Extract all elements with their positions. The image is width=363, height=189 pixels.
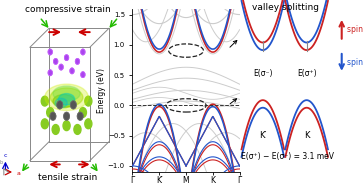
Text: valley splitting: valley splitting [252, 3, 319, 12]
Ellipse shape [50, 88, 83, 107]
Text: c: c [3, 153, 7, 158]
Circle shape [52, 125, 59, 134]
Ellipse shape [53, 86, 80, 101]
Text: E(σ⁺): E(σ⁺) [297, 69, 317, 78]
Text: K: K [304, 131, 309, 140]
Circle shape [77, 112, 83, 120]
Circle shape [48, 70, 52, 75]
Text: spin up: spin up [347, 25, 363, 34]
Circle shape [85, 119, 92, 129]
Circle shape [48, 49, 52, 55]
Circle shape [63, 121, 70, 131]
Ellipse shape [45, 84, 88, 111]
Circle shape [74, 125, 81, 134]
Circle shape [59, 64, 63, 70]
Ellipse shape [58, 94, 75, 105]
Circle shape [81, 49, 85, 55]
Circle shape [64, 112, 69, 120]
Ellipse shape [55, 98, 67, 108]
Circle shape [71, 101, 76, 109]
Circle shape [57, 101, 62, 109]
Circle shape [41, 96, 48, 106]
Text: a: a [16, 171, 20, 176]
Circle shape [47, 108, 54, 117]
Circle shape [65, 55, 69, 60]
Text: compressive strain: compressive strain [25, 5, 111, 14]
Circle shape [50, 112, 56, 120]
Circle shape [81, 72, 85, 77]
Circle shape [41, 119, 48, 129]
Circle shape [85, 96, 92, 106]
Ellipse shape [53, 94, 75, 108]
Text: tensile strain: tensile strain [38, 173, 98, 182]
Text: E(σ⁺) − E(σ⁻) = 3.1 meV: E(σ⁺) − E(σ⁻) = 3.1 meV [241, 152, 334, 161]
Text: spin down: spin down [347, 58, 363, 67]
Circle shape [76, 59, 79, 64]
Text: K′: K′ [259, 131, 266, 140]
Circle shape [79, 108, 86, 117]
Circle shape [54, 59, 58, 64]
Text: E(σ⁻): E(σ⁻) [253, 69, 273, 78]
Circle shape [70, 68, 74, 74]
Y-axis label: Energy (eV): Energy (eV) [97, 68, 106, 113]
Text: b: b [0, 160, 3, 165]
